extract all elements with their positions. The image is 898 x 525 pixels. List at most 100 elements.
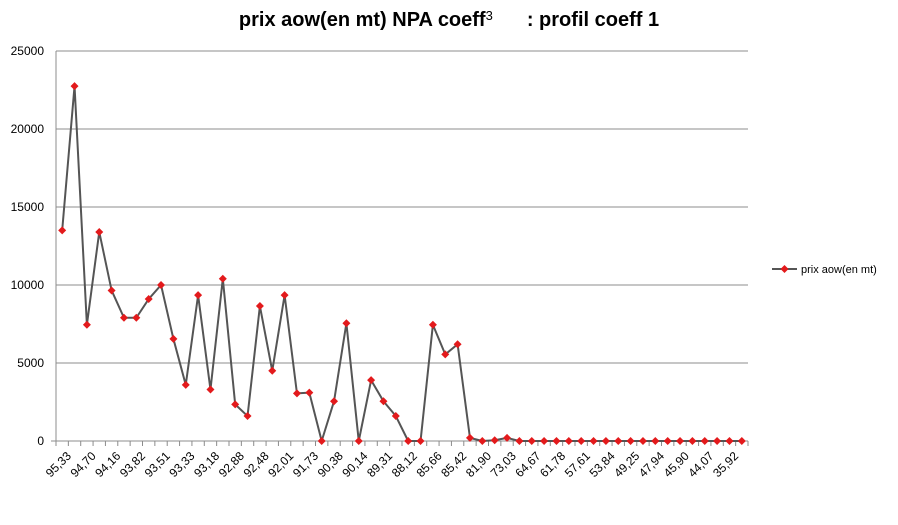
series-layer xyxy=(58,82,746,445)
x-tick-label: 94,70 xyxy=(68,449,99,480)
data-point xyxy=(503,433,512,442)
data-point xyxy=(441,350,450,359)
x-tick-label: 90,38 xyxy=(315,449,346,480)
data-point xyxy=(169,334,178,343)
data-point xyxy=(379,397,388,406)
data-point xyxy=(95,227,104,236)
x-tick-label: 47,94 xyxy=(636,449,667,480)
data-point xyxy=(70,82,79,91)
y-tick-label: 10000 xyxy=(11,278,45,292)
data-point xyxy=(342,319,351,328)
x-tick-label: 88,12 xyxy=(389,449,420,480)
data-point xyxy=(638,437,647,445)
data-point xyxy=(527,437,536,445)
x-tick-label: 95,33 xyxy=(43,449,74,480)
data-point xyxy=(354,437,363,445)
legend: prix aow(en mt) xyxy=(772,264,877,276)
data-point xyxy=(157,281,166,289)
data-point xyxy=(268,366,277,375)
data-point xyxy=(82,320,91,329)
data-point xyxy=(601,437,610,445)
x-tick-label: 93,51 xyxy=(142,449,173,480)
data-point xyxy=(194,291,203,300)
data-point xyxy=(107,286,116,295)
x-tick-label: 61,78 xyxy=(537,449,568,480)
x-tick-label: 73,03 xyxy=(488,449,519,480)
data-point xyxy=(58,226,67,235)
y-tick-label: 0 xyxy=(37,434,44,448)
data-point xyxy=(367,376,376,385)
x-tick-label: 81,90 xyxy=(463,449,494,480)
data-point xyxy=(713,437,722,445)
data-point xyxy=(218,274,227,283)
data-point xyxy=(552,437,561,445)
data-point xyxy=(515,437,524,445)
data-point xyxy=(626,437,635,445)
x-tick-label: 89,31 xyxy=(364,449,395,480)
x-tick-label: 92,48 xyxy=(241,449,272,480)
data-point xyxy=(255,302,264,311)
x-tick-label: 94,16 xyxy=(92,449,123,480)
legend-marker-swatch xyxy=(780,265,789,273)
data-point xyxy=(292,389,301,398)
x-tick-label: 93,18 xyxy=(191,449,222,480)
y-tick-label: 25000 xyxy=(11,44,45,58)
data-point xyxy=(614,437,623,445)
data-point xyxy=(391,412,400,421)
data-point xyxy=(280,291,289,300)
x-tick-label: 64,67 xyxy=(512,449,543,480)
y-axis-tick-labels: 0 5000 10000 15000 20000 25000 xyxy=(11,44,45,448)
x-tick-label: 92,01 xyxy=(265,449,296,480)
chart-title-main: prix aow(en mt) NPA coeff xyxy=(238,9,486,31)
x-tick-label: 57,61 xyxy=(562,449,593,480)
data-point xyxy=(144,295,153,304)
data-point xyxy=(589,437,598,445)
y-tick-label: 20000 xyxy=(11,122,45,136)
data-point xyxy=(231,400,240,409)
x-tick-label: 91,73 xyxy=(290,449,321,480)
data-point xyxy=(206,385,215,394)
data-point xyxy=(651,437,660,445)
x-tick-label: 90,14 xyxy=(339,449,370,480)
data-point xyxy=(465,433,474,442)
x-tick-label: 93,82 xyxy=(117,449,148,480)
data-point xyxy=(330,397,339,406)
x-tick-label: 35,92 xyxy=(710,449,741,480)
data-point xyxy=(478,437,487,445)
x-tick-label: 92,88 xyxy=(216,449,247,480)
data-point xyxy=(540,437,549,445)
data-point xyxy=(317,437,326,445)
data-point xyxy=(700,437,709,445)
data-point xyxy=(181,380,190,389)
chart-title-suffix: : profil coeff 1 xyxy=(526,9,660,31)
data-point xyxy=(577,437,586,445)
data-point xyxy=(688,437,697,445)
x-tick-label: 85,66 xyxy=(414,449,445,480)
y-tick-label: 15000 xyxy=(11,200,45,214)
data-point xyxy=(305,388,314,397)
data-point xyxy=(564,437,573,445)
series-line xyxy=(61,85,742,442)
chart-title-superscript: 3 xyxy=(485,8,493,23)
data-point xyxy=(132,313,141,322)
x-tick-label: 49,25 xyxy=(611,449,642,480)
gridlines xyxy=(56,50,748,364)
data-point xyxy=(453,340,462,349)
legend-label: prix aow(en mt) xyxy=(801,264,877,276)
data-point xyxy=(725,437,734,445)
data-point xyxy=(428,320,437,329)
data-point xyxy=(243,412,252,421)
x-tick-label: 44,07 xyxy=(685,449,716,480)
x-tick-label: 93,33 xyxy=(166,449,197,480)
data-point xyxy=(404,437,413,445)
data-point xyxy=(119,313,128,322)
data-point xyxy=(490,436,499,445)
y-tick-label: 5000 xyxy=(17,356,44,370)
data-point xyxy=(737,437,746,445)
x-tick-label: 45,90 xyxy=(661,449,692,480)
data-point xyxy=(676,437,685,445)
x-tick-label: 85,42 xyxy=(438,449,469,480)
chart-title: prix aow(en mt) NPA coeff3 : profil coeff… xyxy=(0,8,898,32)
data-point xyxy=(416,437,425,445)
